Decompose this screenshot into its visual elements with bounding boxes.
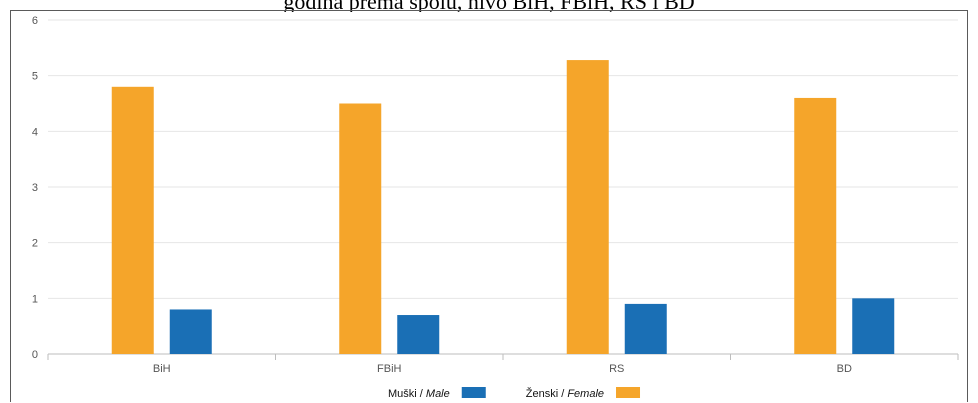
legend-label-female: Ženski / Female	[526, 387, 604, 400]
bar-female-bd	[794, 97, 837, 354]
x-tick-label: FBiH	[377, 363, 402, 375]
legend-swatch-female	[616, 387, 641, 398]
y-tick-label: 6	[32, 15, 38, 27]
bar-male-bih	[169, 309, 212, 354]
y-tick-label: 0	[32, 349, 38, 361]
y-tick-label: 5	[32, 71, 38, 83]
x-axis: BiH FBiH RS BD	[47, 354, 959, 375]
bar-female-rs	[566, 60, 609, 355]
legend: Muški / Male Ženski / Female	[388, 387, 641, 400]
bar-female-bih	[111, 86, 154, 355]
bar-male-rs	[624, 303, 667, 354]
bar-female-fbih	[339, 103, 382, 354]
x-tick-label: BD	[837, 363, 852, 375]
x-tick-label: BiH	[153, 363, 171, 375]
y-tick-label: 4	[32, 126, 38, 138]
x-tick-label: RS	[609, 363, 624, 375]
title-clip: godina prema spolu, nivo BiH, FBiH, RS i…	[0, 0, 978, 12]
y-tick-label: 1	[32, 293, 38, 305]
chart-title: godina prema spolu, nivo BiH, FBiH, RS i…	[0, 0, 978, 12]
y-axis: 0 1 2 3 4 5 6	[32, 15, 38, 361]
bar-male-fbih	[397, 315, 440, 354]
y-tick-label: 3	[32, 182, 38, 194]
legend-swatch-male	[461, 387, 486, 398]
bars	[111, 60, 895, 355]
bar-male-bd	[852, 298, 895, 354]
y-tick-label: 2	[32, 238, 38, 250]
legend-label-male: Muški / Male	[388, 388, 450, 400]
chart-frame	[10, 10, 968, 402]
